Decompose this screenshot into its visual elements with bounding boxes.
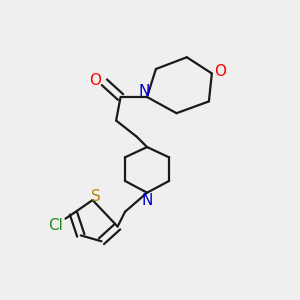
Text: S: S [91, 189, 101, 204]
Text: N: N [141, 194, 153, 208]
Text: N: N [138, 84, 150, 99]
Text: O: O [89, 73, 101, 88]
Text: Cl: Cl [48, 218, 63, 232]
Text: O: O [214, 64, 226, 79]
